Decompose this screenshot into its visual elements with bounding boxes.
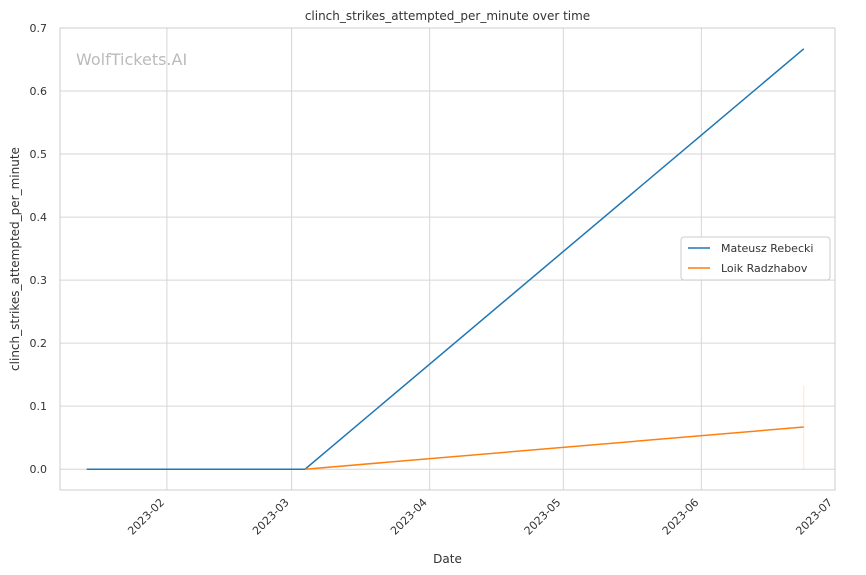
x-tick-label: 2023-05 [522, 496, 564, 538]
y-tick-label: 0.0 [30, 463, 48, 476]
legend-label-1: Mateusz Rebecki [721, 242, 813, 255]
watermark: WolfTickets.AI [76, 50, 187, 69]
y-tick-label: 0.3 [30, 274, 48, 287]
legend-label-2: Loik Radzhabov [721, 262, 808, 275]
x-tick-label: 2023-04 [388, 496, 430, 538]
legend: Mateusz Rebecki Loik Radzhabov [680, 236, 831, 281]
x-tick-label: 2023-03 [250, 496, 292, 538]
y-tick-label: 0.6 [30, 85, 48, 98]
x-axis-label: Date [433, 552, 462, 566]
x-tick-label: 2023-07 [793, 496, 835, 538]
series-line-2 [304, 426, 804, 470]
y-tick-label: 0.4 [30, 211, 48, 224]
x-tick-label: 2023-06 [660, 496, 702, 538]
x-tick-label: 2023-02 [125, 496, 167, 538]
chart-title: clinch_strikes_attempted_per_minute over… [305, 9, 590, 23]
legend-box [680, 236, 831, 281]
y-tick-label: 0.2 [30, 337, 48, 350]
y-tick-label: 0.1 [30, 400, 48, 413]
series-lines [86, 48, 805, 470]
y-tick-label: 0.7 [30, 22, 48, 35]
plot-frame [59, 27, 836, 491]
x-tick-labels: 2023-02 2023-03 2023-04 2023-05 2023-06 2023-… [125, 496, 835, 538]
y-axis-label: clinch_strikes_attempted_per_minute [8, 147, 22, 371]
y-tick-label: 0.5 [30, 148, 48, 161]
y-tick-labels: 0.0 0.1 0.2 0.3 0.4 0.5 0.6 0.7 [30, 22, 48, 476]
